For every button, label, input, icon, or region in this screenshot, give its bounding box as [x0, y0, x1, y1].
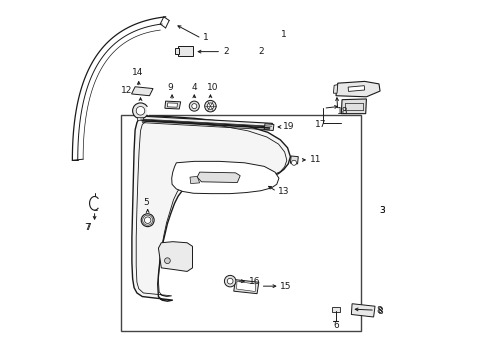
Polygon shape [197, 172, 240, 183]
Text: 2: 2 [223, 47, 228, 56]
Polygon shape [174, 48, 179, 54]
Text: 8: 8 [376, 306, 382, 315]
Text: 7: 7 [85, 223, 91, 232]
Circle shape [207, 103, 213, 109]
Polygon shape [332, 307, 339, 312]
Circle shape [204, 100, 216, 112]
Text: 6: 6 [333, 321, 339, 330]
Polygon shape [341, 99, 366, 114]
Polygon shape [132, 116, 290, 301]
Text: 17: 17 [314, 120, 326, 129]
Text: 10: 10 [206, 83, 218, 92]
Polygon shape [264, 124, 273, 131]
Polygon shape [290, 156, 298, 164]
Polygon shape [236, 282, 255, 292]
Text: 16: 16 [248, 277, 260, 286]
Text: 3: 3 [378, 206, 384, 215]
Circle shape [132, 103, 148, 119]
Text: 15: 15 [280, 282, 291, 291]
Text: 19: 19 [282, 122, 294, 131]
Text: 4: 4 [191, 83, 197, 92]
Text: 13: 13 [277, 187, 288, 196]
Text: 1: 1 [281, 30, 286, 39]
Bar [121, 116, 360, 330]
Polygon shape [347, 86, 364, 91]
Polygon shape [178, 45, 192, 56]
Text: 9: 9 [167, 83, 173, 92]
Text: 12: 12 [121, 86, 132, 95]
Polygon shape [351, 304, 374, 317]
Circle shape [191, 104, 196, 109]
Polygon shape [164, 101, 180, 109]
Polygon shape [190, 176, 199, 184]
Text: 11: 11 [309, 156, 321, 165]
Polygon shape [158, 242, 192, 271]
Circle shape [136, 107, 144, 115]
Circle shape [291, 160, 296, 165]
Text: 14: 14 [132, 68, 143, 77]
Polygon shape [137, 117, 143, 120]
Text: 1: 1 [203, 33, 208, 42]
Polygon shape [233, 280, 258, 294]
Text: 3: 3 [379, 206, 385, 215]
Text: 5: 5 [143, 198, 149, 207]
Polygon shape [335, 81, 379, 97]
Circle shape [227, 278, 233, 284]
Text: 8: 8 [376, 307, 382, 316]
Polygon shape [333, 85, 337, 93]
Text: 7: 7 [84, 223, 90, 232]
Polygon shape [167, 103, 177, 107]
Text: 2: 2 [258, 48, 263, 57]
Polygon shape [171, 161, 278, 194]
Text: 18: 18 [336, 107, 347, 116]
Circle shape [144, 217, 151, 224]
Circle shape [189, 101, 199, 111]
Circle shape [164, 258, 170, 264]
Polygon shape [131, 87, 153, 96]
Circle shape [141, 214, 154, 226]
Polygon shape [140, 116, 272, 127]
Circle shape [224, 275, 235, 287]
